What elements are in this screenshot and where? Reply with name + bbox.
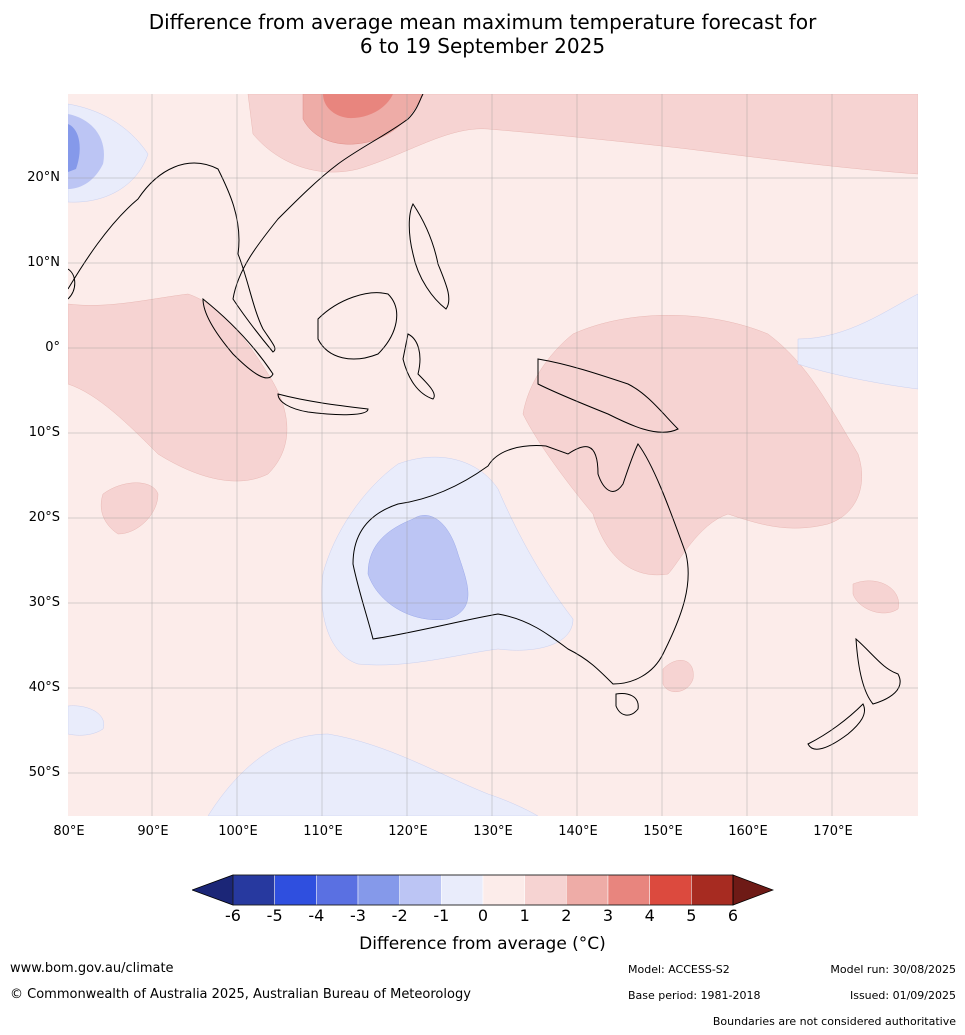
borneo-coastline — [317, 292, 398, 360]
lon-label-90e: 90°E — [137, 824, 169, 839]
lat-label-10s: 10°S — [28, 425, 60, 440]
sri-lanka-coastline — [68, 268, 76, 300]
gridlines — [68, 94, 918, 816]
lat-label-40s: 40°S — [28, 680, 60, 695]
lon-label-140e: 140°E — [558, 824, 598, 839]
colorbar-tick-label: 1 — [519, 906, 530, 925]
coastlines — [68, 94, 901, 750]
colorbar-title: Difference from average (°C) — [359, 934, 606, 954]
colorbar-bin — [357, 874, 400, 906]
colorbar-bin — [316, 874, 359, 906]
colorbar-tick-label: 0 — [477, 906, 489, 925]
colorbar-bin — [441, 874, 484, 906]
new-zealand-north-coastline — [855, 637, 901, 705]
colorbar-bin — [607, 874, 650, 906]
sumatra-coastline — [202, 297, 274, 379]
cool-region-equatorial-pacific — [797, 293, 918, 390]
colorbar-tick-label: -1 — [433, 906, 450, 925]
colorbar-bin — [232, 874, 275, 906]
colorbar-tick-label: 2 — [561, 906, 572, 925]
lat-label-10n: 10°N — [27, 255, 60, 270]
colorbar-tick-label: -3 — [350, 906, 366, 925]
colorbar-tick-label: 4 — [644, 906, 655, 925]
footer-disclaimer: Boundaries are not considered authoritat… — [712, 1015, 956, 1028]
colorbar-bins — [232, 874, 734, 906]
asia-mainland-coastline — [68, 94, 424, 353]
colorbar-tick-label: -4 — [308, 906, 325, 925]
philippines-coastline — [408, 203, 450, 310]
warm-patch-east — [852, 580, 899, 614]
title-line-2: 6 to 19 September 2025 — [359, 34, 606, 58]
colorbar-tick-label: -6 — [225, 906, 241, 925]
colorbar-tick-label: 5 — [686, 906, 697, 925]
java-coastline — [277, 393, 369, 416]
footer-copyright: © Commonwealth of Australia 2025, Austra… — [10, 987, 471, 1002]
new-guinea-coastline — [537, 358, 679, 433]
lat-label-0: 0° — [45, 340, 60, 355]
cool-region-southern-ocean — [207, 733, 539, 816]
footer-model: Model: ACCESS-S2 — [628, 963, 730, 976]
warm-patch-tasman — [662, 660, 694, 692]
lon-label-130e: 130°E — [473, 824, 513, 839]
cool-patch-west — [68, 705, 104, 736]
colorbar-bin — [524, 874, 567, 906]
lon-label-170e: 170°E — [813, 824, 853, 839]
colorbar-bin — [274, 874, 317, 906]
colorbar-bin — [482, 874, 525, 906]
colorbar-low-extend — [192, 874, 234, 906]
lon-label-160e: 160°E — [728, 824, 768, 839]
warm-region-indian-ocean — [68, 293, 288, 482]
footer-issued: Issued: 01/09/2025 — [849, 989, 956, 1002]
colorbar-tick-label: -2 — [391, 906, 408, 925]
colorbar — [192, 874, 774, 906]
anomaly-shading — [68, 94, 918, 816]
lon-label-150e: 150°E — [643, 824, 683, 839]
lon-label-120e: 120°E — [388, 824, 428, 839]
sulawesi-coastline — [402, 333, 435, 400]
warm-patch-west — [100, 482, 159, 535]
colorbar-bin — [399, 874, 442, 906]
footer-url[interactable]: www.bom.gov.au/climate — [10, 961, 174, 976]
lon-label-110e: 110°E — [303, 824, 343, 839]
colorbar-outline — [232, 874, 734, 906]
lon-label-80e: 80°E — [53, 824, 85, 839]
colorbar-bin — [566, 874, 609, 906]
title-line-1: Difference from average mean maximum tem… — [148, 10, 817, 34]
colorbar-tick-label: 3 — [602, 906, 614, 925]
tasmania-coastline — [615, 693, 639, 716]
colorbar-tick-label: 6 — [727, 906, 739, 925]
coolest-region-south-china-sea — [68, 124, 80, 172]
new-zealand-south-coastline — [807, 703, 865, 750]
colorbar-tick-label: -5 — [266, 906, 283, 925]
colorbar-high-extend — [732, 874, 774, 906]
footer-base-period: Base period: 1981-2018 — [628, 989, 761, 1002]
australia-coastline — [352, 443, 689, 685]
cooler-region-south-china-sea — [68, 114, 104, 189]
footer-model-run: Model run: 30/08/2025 — [830, 963, 956, 976]
warm-region-southwest-pacific — [522, 315, 862, 576]
colorbar-bin — [691, 874, 734, 906]
lat-label-50s: 50°S — [28, 765, 60, 780]
map-svg — [68, 94, 918, 816]
forecast-map — [68, 94, 918, 816]
lat-label-20s: 20°S — [28, 510, 60, 525]
colorbar-bin — [649, 874, 692, 906]
lat-label-30s: 30°S — [28, 595, 60, 610]
lon-label-100e: 100°E — [218, 824, 258, 839]
hot-region-china — [323, 94, 393, 119]
lat-label-20n: 20°N — [27, 170, 60, 185]
map-title: Difference from average mean maximum tem… — [0, 10, 965, 58]
cooler-region-western-australia — [367, 515, 469, 621]
